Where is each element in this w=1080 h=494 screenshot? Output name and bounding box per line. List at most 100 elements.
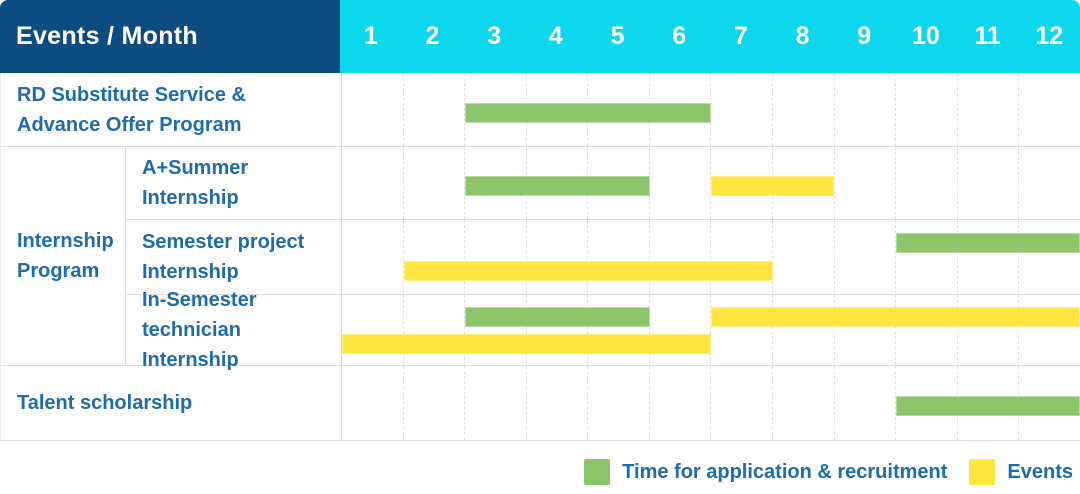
row-semester-project-internship: Semester project Internship: [125, 220, 1080, 295]
month-column: [650, 147, 712, 219]
month-column: [1019, 73, 1080, 146]
month-column: [650, 366, 712, 440]
month-column: [342, 73, 404, 146]
month-column: [958, 295, 1020, 365]
gantt-bar-application: [895, 232, 1080, 253]
gantt-bar-event: [342, 334, 711, 355]
month-header-cell: 9: [857, 22, 872, 50]
month-column: [342, 220, 404, 294]
internship-program-rows: A+Summer Internship Semester project Int…: [125, 147, 1080, 371]
month-column: [773, 366, 835, 440]
gantt-body: RD Substitute Service & Advance Offer Pr…: [0, 73, 1080, 441]
month-column: [1019, 220, 1080, 294]
row-label-in-semester-technician-internship: In-Semester technician Internship: [125, 289, 341, 371]
month-column: [958, 147, 1020, 219]
month-column: [958, 220, 1020, 294]
month-header-cell: 1: [363, 22, 378, 50]
legend-item-application: Time for application & recruitment: [584, 459, 947, 485]
month-column: [527, 295, 589, 365]
month-header-cell: 12: [1035, 22, 1064, 50]
month-header-cell: 6: [672, 22, 687, 50]
legend-item-event: Events: [969, 459, 1073, 485]
internship-program-group: Internship Program A+Summer Internship S…: [1, 147, 1080, 371]
month-column: [342, 366, 404, 440]
month-column: [465, 220, 527, 294]
row-label-semester-project-internship: Semester project Internship: [125, 220, 341, 294]
month-header-cell: 8: [795, 22, 810, 50]
month-column: [588, 220, 650, 294]
gantt-bar-event: [711, 176, 834, 196]
row-label-rd-substitute: RD Substitute Service & Advance Offer Pr…: [1, 73, 341, 146]
month-column: [896, 220, 958, 294]
month-header-cell: 11: [974, 22, 1001, 50]
month-column: [773, 147, 835, 219]
row-in-semester-technician-internship: In-Semester technician Internship: [125, 289, 1080, 371]
row-label-text: A+Summer Internship: [142, 157, 249, 209]
month-header-cell: 7: [733, 22, 748, 50]
month-column: [404, 366, 466, 440]
timeline-talent-scholarship: [341, 366, 1080, 440]
month-column: [650, 220, 712, 294]
timeline-a-summer-internship: [341, 147, 1080, 219]
month-column: [711, 295, 774, 365]
month-column: [404, 220, 466, 294]
row-label-talent-scholarship: Talent scholarship: [1, 366, 341, 440]
row-rd-substitute: RD Substitute Service & Advance Offer Pr…: [1, 73, 1080, 147]
gantt-bar-application: [465, 176, 650, 196]
month-column: [711, 220, 774, 294]
month-column: [835, 295, 897, 365]
month-column: [835, 147, 897, 219]
gantt-bar-application: [465, 102, 711, 123]
legend-swatch-event: [969, 459, 996, 485]
row-label-text: Semester project Internship: [142, 231, 305, 283]
month-column: [835, 73, 897, 146]
month-column: [588, 366, 650, 440]
month-column: [588, 295, 650, 365]
month-column: [404, 295, 466, 365]
events-month-header: Events / Month: [0, 0, 340, 73]
gantt-bar-application: [895, 396, 1080, 416]
timeline-semester-project-internship: [341, 220, 1080, 294]
row-talent-scholarship: Talent scholarship: [1, 366, 1080, 441]
month-column: [1019, 295, 1080, 365]
month-column: [896, 147, 958, 219]
month-column: [404, 147, 466, 219]
row-label-text: In-Semester technician Internship: [142, 289, 257, 371]
timeline-in-semester-technician-internship: [341, 295, 1080, 365]
row-a-summer-internship: A+Summer Internship: [125, 147, 1080, 220]
gantt-bar-application: [465, 306, 650, 327]
month-column: [404, 73, 466, 146]
row-label-text: RD Substitute Service & Advance Offer Pr…: [17, 83, 246, 136]
month-column: [773, 220, 835, 294]
month-column: [835, 366, 897, 440]
month-header-cell: 10: [911, 22, 940, 50]
group-label-text: Internship Program: [17, 230, 114, 282]
month-column: [1019, 147, 1080, 219]
month-column: [465, 295, 527, 365]
gantt-bar-event: [711, 306, 1080, 327]
month-column: [342, 147, 404, 219]
month-column: [958, 73, 1020, 146]
month-header-cell: 4: [548, 22, 563, 50]
month-column: [465, 366, 527, 440]
month-header-cell: 2: [425, 22, 440, 50]
row-label-text: Talent scholarship: [17, 392, 193, 414]
gantt-bar-event: [403, 261, 773, 282]
month-column: [835, 220, 897, 294]
legend: Time for application & recruitment Events: [584, 459, 1073, 485]
table-header-row: Events / Month 1 2 3 4 5 6 7 8 9 10 11 12: [0, 0, 1080, 73]
month-column: [650, 295, 712, 365]
month-column: [773, 295, 835, 365]
month-column: [896, 73, 958, 146]
month-header-strip: 1 2 3 4 5 6 7 8 9 10 11 12: [340, 0, 1080, 73]
legend-label: Time for application & recruitment: [622, 460, 948, 483]
month-header-cell: 3: [487, 22, 502, 50]
month-column: [896, 295, 958, 365]
month-column: [773, 73, 835, 146]
legend-label: Events: [1007, 460, 1073, 483]
month-column: [342, 295, 404, 365]
month-column: [527, 366, 589, 440]
group-label-internship-program: Internship Program: [1, 147, 125, 365]
month-column: [711, 73, 774, 146]
